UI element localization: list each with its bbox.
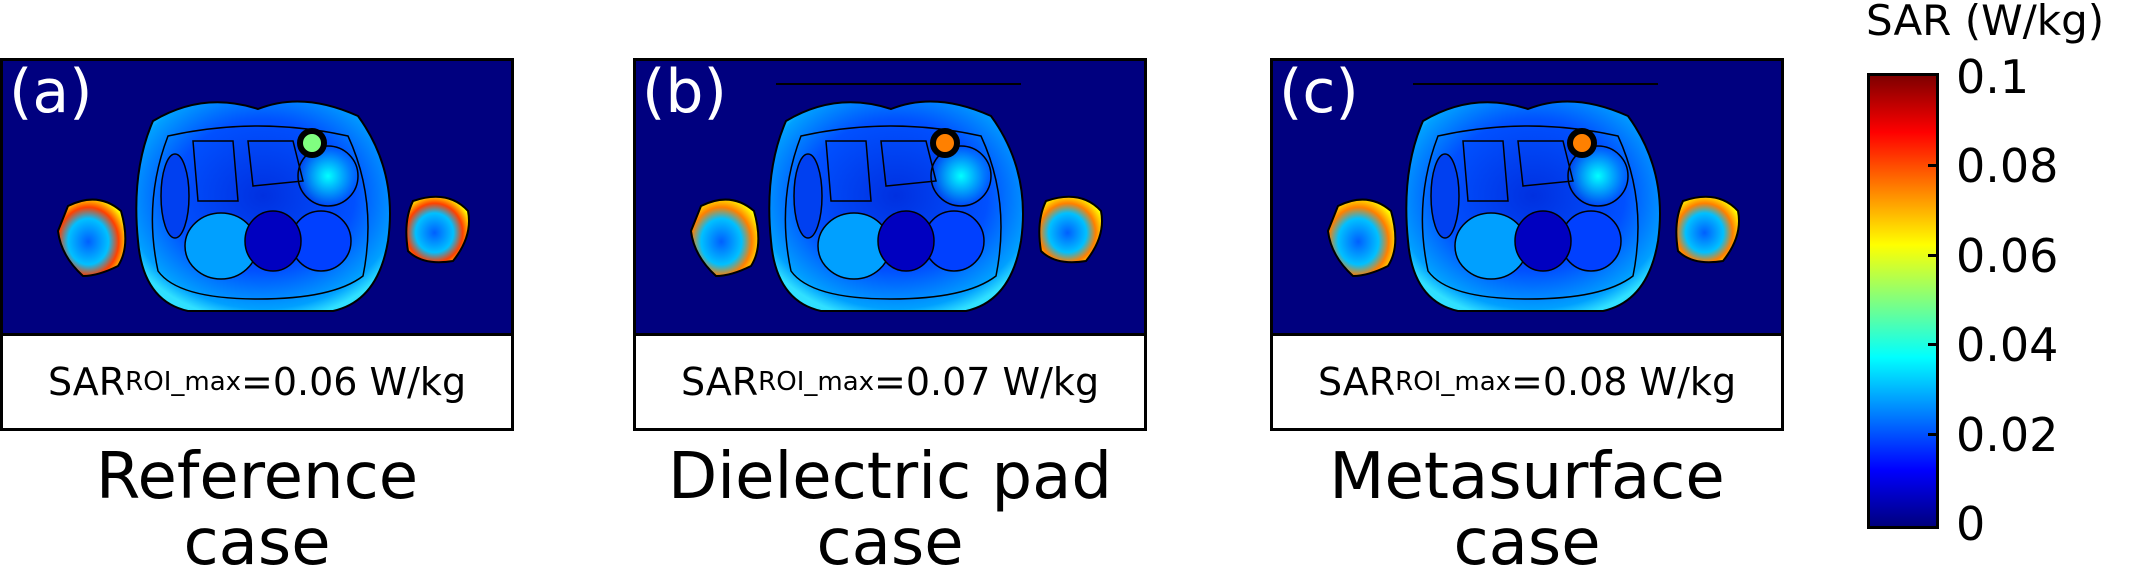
- panel-tag: (c): [1279, 58, 1359, 127]
- sar-roi-max-label: SAR ROI_max =0.08 W/kg: [1270, 336, 1784, 431]
- colorbar: [1867, 73, 1939, 529]
- sar-roi-max-label: SAR ROI_max =0.06 W/kg: [0, 336, 514, 431]
- sar-subscript: ROI_max: [758, 367, 875, 397]
- right-arm: [1038, 195, 1103, 264]
- sar-map-graphic: [1326, 83, 1740, 312]
- right-arm: [405, 195, 470, 264]
- sar-subscript: ROI_max: [125, 367, 242, 397]
- panel-caption: Metasurface case: [1270, 444, 1784, 576]
- sar-text: SAR: [680, 360, 759, 404]
- panel-caption: Dielectric pad case: [633, 444, 1147, 576]
- sar-text: SAR: [47, 360, 126, 404]
- colorbar-tick-label: 0: [1956, 497, 1986, 551]
- panel-a: (a) SAR ROI_max =0.06 W/kg Reference case: [0, 58, 514, 576]
- caption-line-2: case: [183, 506, 331, 580]
- sar-value: =0.07 W/kg: [874, 360, 1100, 404]
- panel-b: (b) SAR ROI_max =0.07 W/kg Dielectric pad c…: [633, 58, 1147, 576]
- roi-marker: [297, 128, 327, 158]
- colorbar-tick-label: 0.1: [1956, 50, 2030, 104]
- colorbar-tick-mark: [1928, 343, 1938, 347]
- caption-line-1: Metasurface: [1329, 440, 1725, 514]
- sar-subscript: ROI_max: [1395, 367, 1512, 397]
- caption-line-2: case: [1453, 506, 1601, 580]
- left-arm: [56, 198, 127, 278]
- caption-line-1: Dielectric pad: [668, 440, 1112, 514]
- panel-tag: (a): [9, 58, 93, 127]
- left-arm: [1326, 198, 1397, 278]
- sar-map: (b): [633, 58, 1147, 336]
- caption-line-2: case: [816, 506, 964, 580]
- sar-map-graphic: [689, 83, 1103, 312]
- colorbar-tick-label: 0.02: [1956, 407, 2059, 462]
- sar-value: =0.06 W/kg: [241, 360, 467, 404]
- right-arm: [1675, 195, 1740, 264]
- colorbar-tick-label: 0.06: [1956, 228, 2059, 283]
- roi-marker: [930, 128, 960, 158]
- colorbar-tick-label: 0.08: [1956, 139, 2059, 194]
- panel-caption: Reference case: [0, 444, 514, 576]
- left-arm: [689, 198, 760, 278]
- sar-map-graphic: [56, 100, 470, 312]
- sar-map: (c): [1270, 58, 1784, 336]
- colorbar-tick-label: 0.04: [1956, 318, 2059, 373]
- colorbar-title: SAR (W/kg): [1866, 0, 2105, 45]
- colorbar-tick-mark: [1928, 432, 1938, 436]
- sar-map: (a): [0, 58, 514, 336]
- roi-marker: [1567, 128, 1597, 158]
- panel-c: (c) SAR ROI_max =0.08 W/kg Metasurface case: [1270, 58, 1784, 576]
- sar-value: =0.08 W/kg: [1511, 360, 1737, 404]
- colorbar-tick-mark: [1928, 164, 1938, 168]
- sar-text: SAR: [1317, 360, 1396, 404]
- caption-line-1: Reference: [95, 440, 419, 514]
- sar-roi-max-label: SAR ROI_max =0.07 W/kg: [633, 336, 1147, 431]
- panel-tag: (b): [642, 58, 727, 127]
- colorbar-tick-mark: [1928, 253, 1938, 257]
